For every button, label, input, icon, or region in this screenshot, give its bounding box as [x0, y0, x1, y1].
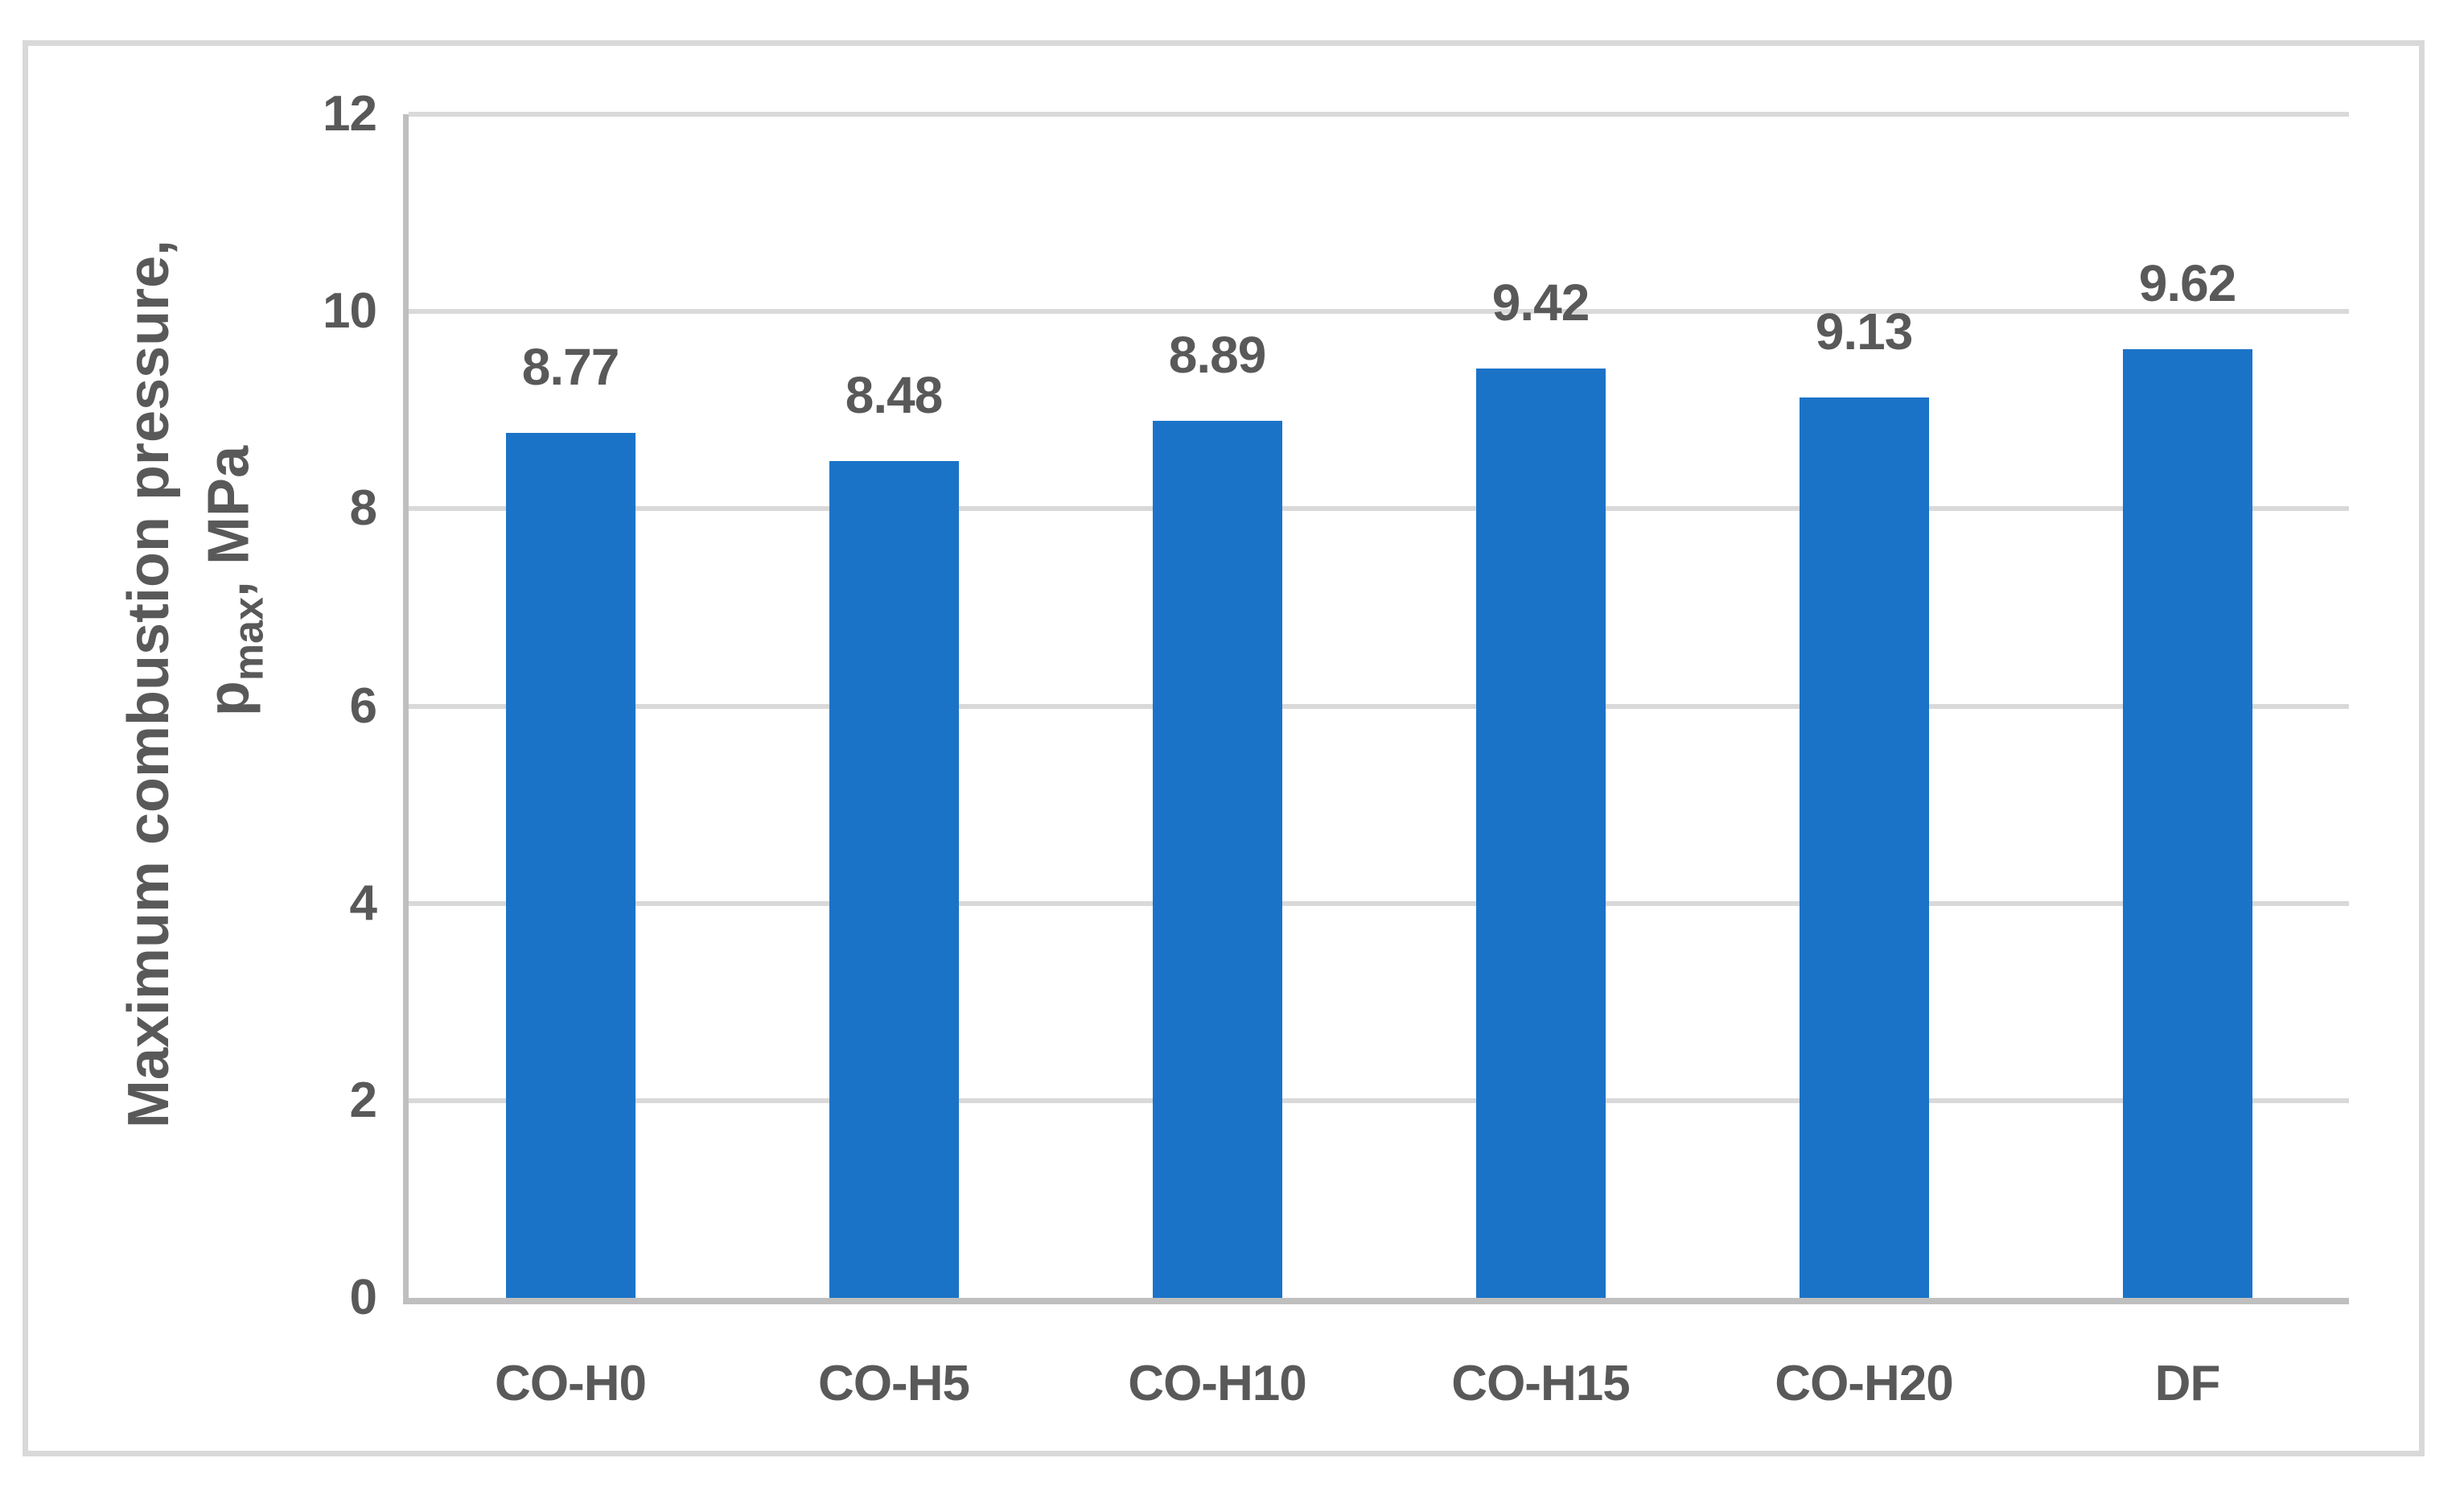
data-label-co-h5: 8.48: [845, 366, 944, 425]
gridline-y12: [409, 112, 2349, 117]
x-tick-label-co-h15: CO-H15: [1451, 1356, 1630, 1411]
y-tick-label-0: 0: [349, 1270, 377, 1325]
y-tick-label-2: 2: [349, 1072, 377, 1128]
x-tick-label-co-h10: CO-H10: [1128, 1356, 1306, 1411]
y-tick-label-10: 10: [323, 283, 377, 340]
data-label-co-h15: 9.42: [1491, 274, 1590, 332]
bar-co-h20: [1799, 397, 1929, 1298]
bar-co-h10: [1152, 421, 1282, 1298]
x-tick-label-co-h5: CO-H5: [818, 1356, 970, 1411]
y-tick-label-6: 6: [349, 677, 377, 734]
data-label-co-h10: 8.89: [1168, 326, 1267, 385]
bar-co-h15: [1475, 369, 1606, 1298]
y-tick-label-4: 4: [349, 875, 377, 931]
y-tick-label-8: 8: [349, 480, 377, 537]
bar-co-h5: [829, 461, 959, 1298]
bar-co-h0: [505, 432, 636, 1298]
y-axis-title-sub: max: [225, 597, 273, 682]
data-label-df: 9.62: [2138, 253, 2237, 312]
data-label-co-h20: 9.13: [1815, 302, 1914, 360]
data-label-co-h0: 8.77: [521, 337, 620, 396]
x-axis-line: [403, 1298, 2349, 1304]
gridline-y10: [409, 309, 2349, 315]
x-tick-label-co-h0: CO-H0: [495, 1356, 647, 1411]
y-axis-line: [403, 114, 409, 1304]
bar-df: [2122, 348, 2252, 1298]
x-tick-label-df: DF: [2154, 1356, 2221, 1411]
gridline-y8: [409, 506, 2349, 512]
x-tick-label-co-h20: CO-H20: [1775, 1356, 1953, 1411]
gridline-y2: [409, 1098, 2349, 1103]
y-tick-label-12: 12: [323, 86, 377, 142]
gridline-y4: [409, 900, 2349, 906]
gridline-y6: [409, 703, 2349, 709]
